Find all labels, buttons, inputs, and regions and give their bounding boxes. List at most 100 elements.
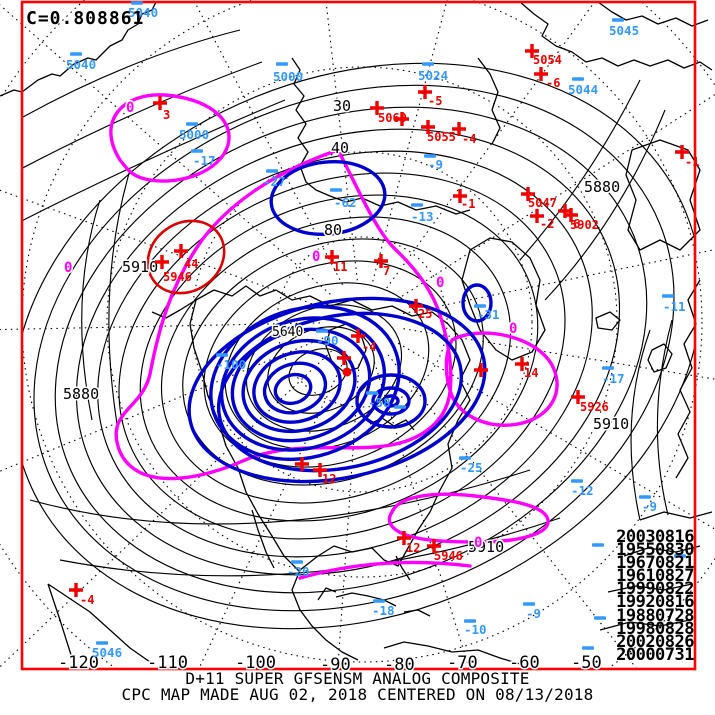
minus-marker: [592, 543, 604, 547]
plus-marker: [337, 351, 351, 365]
zero-contour: [387, 492, 550, 544]
minus-marker: [523, 602, 535, 606]
coastline: [189, 299, 301, 573]
contour-label: 5880: [63, 385, 99, 403]
zero-contour: [298, 560, 472, 580]
height-contour: [118, 172, 566, 540]
latitude-circle: [106, 66, 618, 578]
coastline: [47, 583, 151, 663]
analog-date: 19550830: [616, 540, 694, 561]
contour-label: 80: [324, 221, 342, 239]
longitude-label: -120: [58, 653, 99, 673]
coastline: [195, 285, 471, 661]
minus-marker: [191, 149, 203, 153]
marker-value: 5045: [609, 23, 639, 38]
plus-marker: [675, 145, 689, 159]
contour-label: 0: [509, 321, 517, 337]
marker-value: -17: [193, 153, 216, 168]
plus-marker: [295, 457, 309, 471]
plus-marker: [325, 250, 339, 264]
analog-date: 20020826: [616, 631, 694, 652]
analog-date: 19980828: [616, 618, 694, 639]
marker-value: 14: [524, 366, 538, 380]
marker-value: -10: [464, 622, 487, 637]
blue-anomaly-contour: [262, 361, 328, 415]
analog-date: 19880728: [616, 605, 694, 626]
zero-contour: [114, 147, 453, 481]
marker-value: 5024: [418, 68, 448, 83]
marker-value: -31: [477, 307, 500, 322]
coastline: [675, 279, 701, 479]
plus-marker: [370, 101, 384, 115]
plus-marker: [571, 390, 585, 404]
height-contour: [544, 109, 666, 301]
coastline: [599, 511, 713, 631]
marker-value: -2: [540, 217, 554, 231]
minus-marker: [662, 294, 674, 298]
longitude-label: -60: [509, 653, 540, 673]
longitude-label: -90: [320, 655, 351, 675]
minus-marker: [316, 329, 328, 333]
longitude-label-layer: -120 -110 -100 -90 -80 -70 -60 -50: [57, 652, 604, 677]
minus-marker: [582, 646, 594, 650]
marker-value: -6: [546, 76, 560, 90]
marker-value: 25: [418, 307, 432, 321]
coastline: [625, 139, 701, 251]
coastline: [519, 1, 713, 71]
minus-marker: [186, 122, 198, 126]
coastline-layer: [0, 1, 713, 665]
marker-value: 5926: [580, 400, 609, 414]
plus-marker: [525, 44, 539, 58]
blue-anomaly-contour: [216, 311, 464, 473]
minus-marker: [96, 641, 108, 645]
longitude-label: -50: [571, 653, 602, 673]
height-contour: [519, 79, 641, 261]
plus-marker: [530, 209, 544, 223]
marker-value: -5: [428, 94, 442, 108]
marker-value: 5000: [273, 69, 303, 84]
height-contour: [22, 29, 241, 119]
height-contour: [160, 216, 512, 504]
marker-value: -90: [316, 333, 339, 348]
analog-date: 19920816: [616, 592, 694, 613]
plus-marker: [409, 299, 423, 313]
caption-line1: D+11 SUPER GFSENSM ANALOG COMPOSITE: [185, 669, 530, 688]
coastline: [477, 57, 501, 145]
analog-date: 20030816: [616, 527, 694, 547]
minus-marker: [373, 599, 385, 603]
contour-label: 5880: [584, 178, 620, 196]
plus-marker: [155, 255, 169, 269]
minus-marker: [602, 366, 614, 370]
map-caption: D+11 SUPER GFSENSM ANALOG COMPOSITE CPC …: [0, 671, 715, 703]
plus-marker: [558, 204, 572, 218]
plus-marker: [418, 85, 432, 99]
marker-value: 5046: [92, 645, 122, 660]
coastline: [595, 311, 621, 331]
coastline: [647, 343, 673, 373]
plus-marker: [474, 363, 488, 377]
height-contour: [81, 199, 101, 421]
marker-value: -9: [526, 606, 541, 621]
minus-marker: [216, 353, 228, 357]
minus-marker: [70, 52, 82, 56]
marker-value: -18: [372, 603, 395, 618]
analog-date: 19670821: [616, 553, 694, 574]
contour-label: 0: [126, 100, 134, 116]
marker-value: -9: [642, 499, 657, 514]
plus-marker: [351, 329, 365, 343]
positive-anomaly-contour-red: [146, 219, 226, 295]
meridian-line: [0, 189, 323, 309]
plus-marker: [452, 122, 466, 136]
blue-anomaly-contour: [461, 283, 493, 323]
marker-value: -1: [685, 155, 699, 169]
height-contour: [59, 517, 561, 577]
marker-value: 5055: [427, 130, 456, 144]
longitude-label: -100: [235, 653, 276, 673]
map-frame: [20, 0, 697, 671]
marker-value: 5946: [434, 549, 463, 563]
minus-marker: [572, 77, 584, 81]
